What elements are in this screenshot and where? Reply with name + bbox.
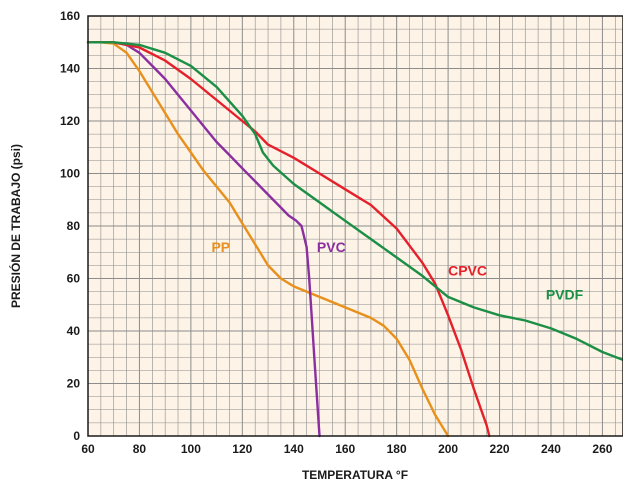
x-tick-label: 200 <box>438 442 458 456</box>
y-tick-label: 40 <box>67 324 81 338</box>
y-tick-label: 80 <box>67 219 81 233</box>
series-label-pvdf: PVDF <box>546 286 584 302</box>
y-tick-label: 140 <box>60 62 80 76</box>
x-axis-title: TEMPERATURA °F <box>302 468 408 482</box>
x-tick-labels: 60 80 100 120 140 160 180 200 220 240 260 <box>81 442 612 456</box>
x-tick-label: 240 <box>541 442 561 456</box>
x-tick-label: 100 <box>181 442 201 456</box>
series-lines <box>86 41 623 438</box>
y-tick-label: 160 <box>60 9 80 23</box>
y-tick-label: 100 <box>60 167 80 181</box>
y-tick-label: 20 <box>67 377 81 391</box>
series-line-cpvc <box>86 41 491 438</box>
series-line-pp <box>86 41 450 438</box>
x-tick-label: 260 <box>592 442 612 456</box>
x-tick-label: 160 <box>335 442 355 456</box>
y-axis-title: PRESIÓN DE TRABAJO (psi) <box>8 144 23 308</box>
x-tick-label: 220 <box>490 442 510 456</box>
series-labels: PP PVC CPVC PVDF <box>211 239 583 302</box>
series-label-pp: PP <box>211 239 230 255</box>
series-line-pvdf <box>86 41 623 362</box>
series-label-cpvc: CPVC <box>448 263 487 279</box>
y-tick-label: 120 <box>60 114 80 128</box>
gridlines <box>88 16 623 436</box>
y-tick-label: 60 <box>67 272 81 286</box>
series-label-pvc: PVC <box>317 239 346 255</box>
series-line-pvc <box>86 41 321 438</box>
y-tick-labels: 0 20 40 60 80 100 120 140 160 <box>60 9 80 443</box>
x-tick-label: 120 <box>232 442 252 456</box>
plot-frame <box>87 15 623 437</box>
x-tick-label: 80 <box>133 442 147 456</box>
x-tick-label: 140 <box>284 442 304 456</box>
x-tick-label: 60 <box>81 442 95 456</box>
y-tick-label: 0 <box>73 429 80 443</box>
x-tick-label: 180 <box>387 442 407 456</box>
